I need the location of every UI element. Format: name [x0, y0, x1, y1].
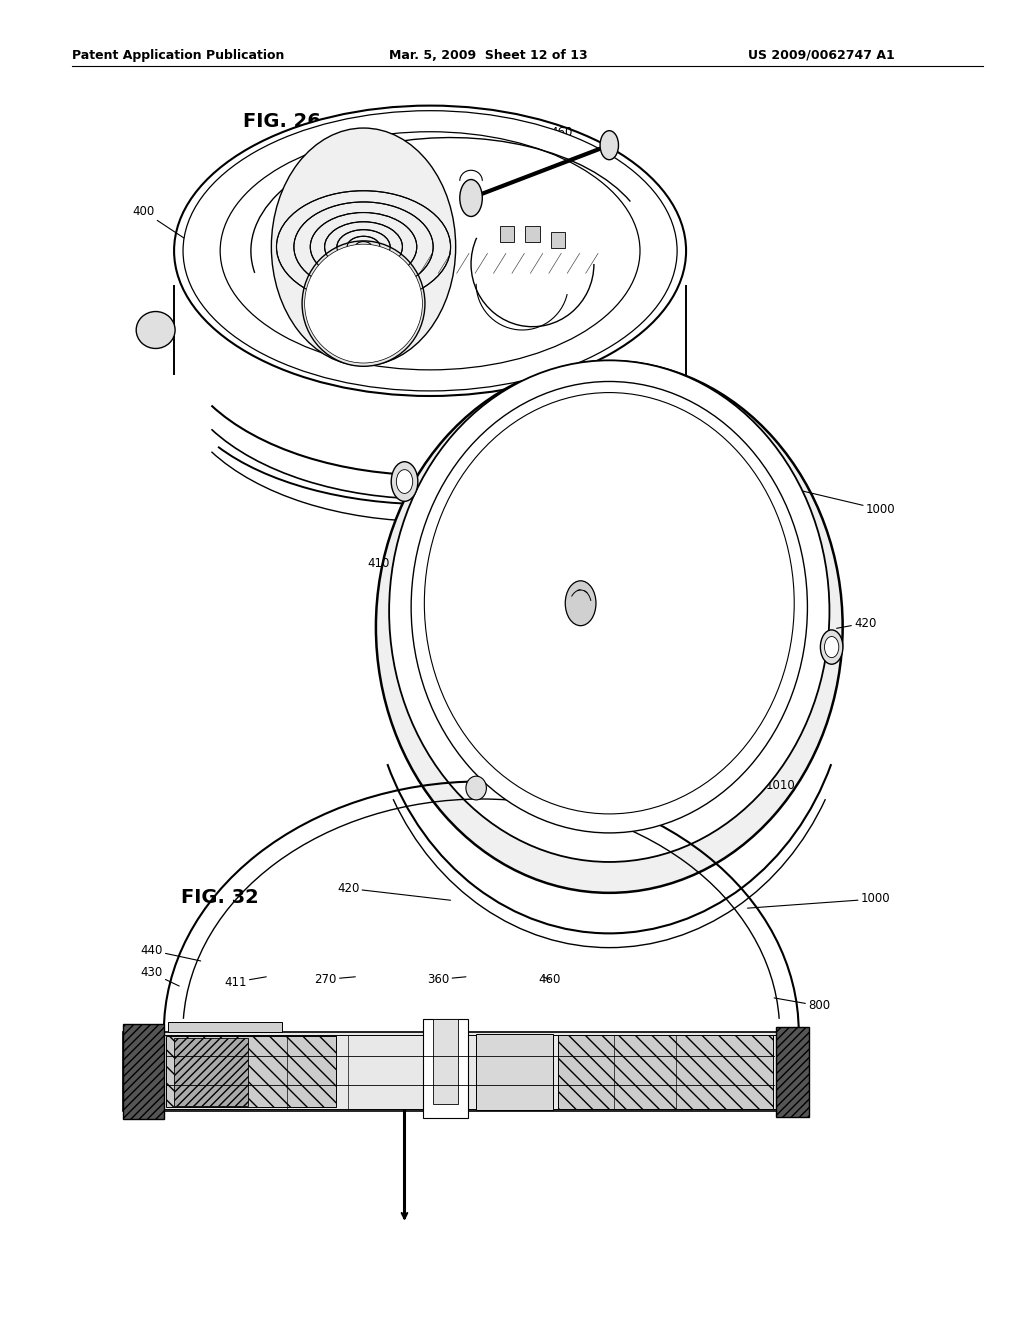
Polygon shape [123, 1024, 164, 1119]
Ellipse shape [820, 630, 843, 664]
Text: 1000: 1000 [748, 892, 890, 908]
Ellipse shape [389, 360, 829, 862]
Text: 460: 460 [527, 125, 572, 153]
Polygon shape [551, 232, 565, 248]
Circle shape [271, 128, 456, 366]
Text: FIG. 31: FIG. 31 [570, 496, 648, 515]
Text: 1020: 1020 [571, 655, 617, 693]
Text: 400: 400 [132, 205, 223, 264]
Text: 220: 220 [477, 1060, 500, 1085]
Polygon shape [433, 1019, 458, 1104]
Text: 411: 411 [373, 128, 435, 158]
Polygon shape [776, 1027, 809, 1117]
Text: 450: 450 [263, 1060, 312, 1085]
Ellipse shape [600, 131, 618, 160]
Ellipse shape [824, 636, 839, 657]
Polygon shape [525, 226, 540, 242]
Text: Mar. 5, 2009  Sheet 12 of 13: Mar. 5, 2009 Sheet 12 of 13 [389, 49, 588, 62]
Text: Patent Application Publication: Patent Application Publication [72, 49, 284, 62]
Text: FIG. 32: FIG. 32 [181, 888, 259, 907]
Ellipse shape [396, 470, 413, 494]
Polygon shape [168, 1022, 282, 1032]
Ellipse shape [183, 111, 677, 391]
Text: 800: 800 [774, 998, 830, 1012]
Ellipse shape [302, 242, 425, 367]
Text: 1000: 1000 [780, 486, 895, 516]
Ellipse shape [466, 776, 486, 800]
Text: 270: 270 [314, 973, 355, 986]
Text: 710: 710 [521, 661, 560, 698]
Polygon shape [500, 226, 514, 242]
Text: 360: 360 [427, 973, 466, 986]
Polygon shape [476, 1034, 553, 1110]
Text: US 2009/0062747 A1: US 2009/0062747 A1 [748, 49, 894, 62]
Ellipse shape [376, 362, 843, 892]
Polygon shape [166, 1036, 336, 1107]
Text: 440: 440 [140, 944, 201, 961]
Ellipse shape [305, 244, 422, 363]
Text: 1100: 1100 [688, 1060, 725, 1085]
Text: 1010: 1010 [676, 760, 796, 792]
Ellipse shape [391, 462, 418, 502]
Polygon shape [558, 1035, 773, 1109]
Polygon shape [123, 1032, 809, 1111]
Ellipse shape [565, 581, 596, 626]
Ellipse shape [460, 180, 482, 216]
Text: 420: 420 [337, 882, 451, 900]
Text: 460: 460 [539, 973, 561, 986]
Text: 410: 410 [368, 557, 428, 583]
Polygon shape [423, 1019, 468, 1118]
Ellipse shape [220, 132, 640, 370]
Text: FIG. 26: FIG. 26 [243, 112, 321, 131]
Polygon shape [174, 1038, 248, 1106]
Text: 420: 420 [837, 616, 877, 630]
Text: 340: 340 [401, 1060, 424, 1085]
Text: 411: 411 [224, 975, 266, 989]
Text: 430: 430 [140, 966, 179, 986]
Ellipse shape [424, 392, 795, 814]
Ellipse shape [174, 106, 686, 396]
Ellipse shape [411, 381, 807, 833]
Ellipse shape [136, 312, 175, 348]
